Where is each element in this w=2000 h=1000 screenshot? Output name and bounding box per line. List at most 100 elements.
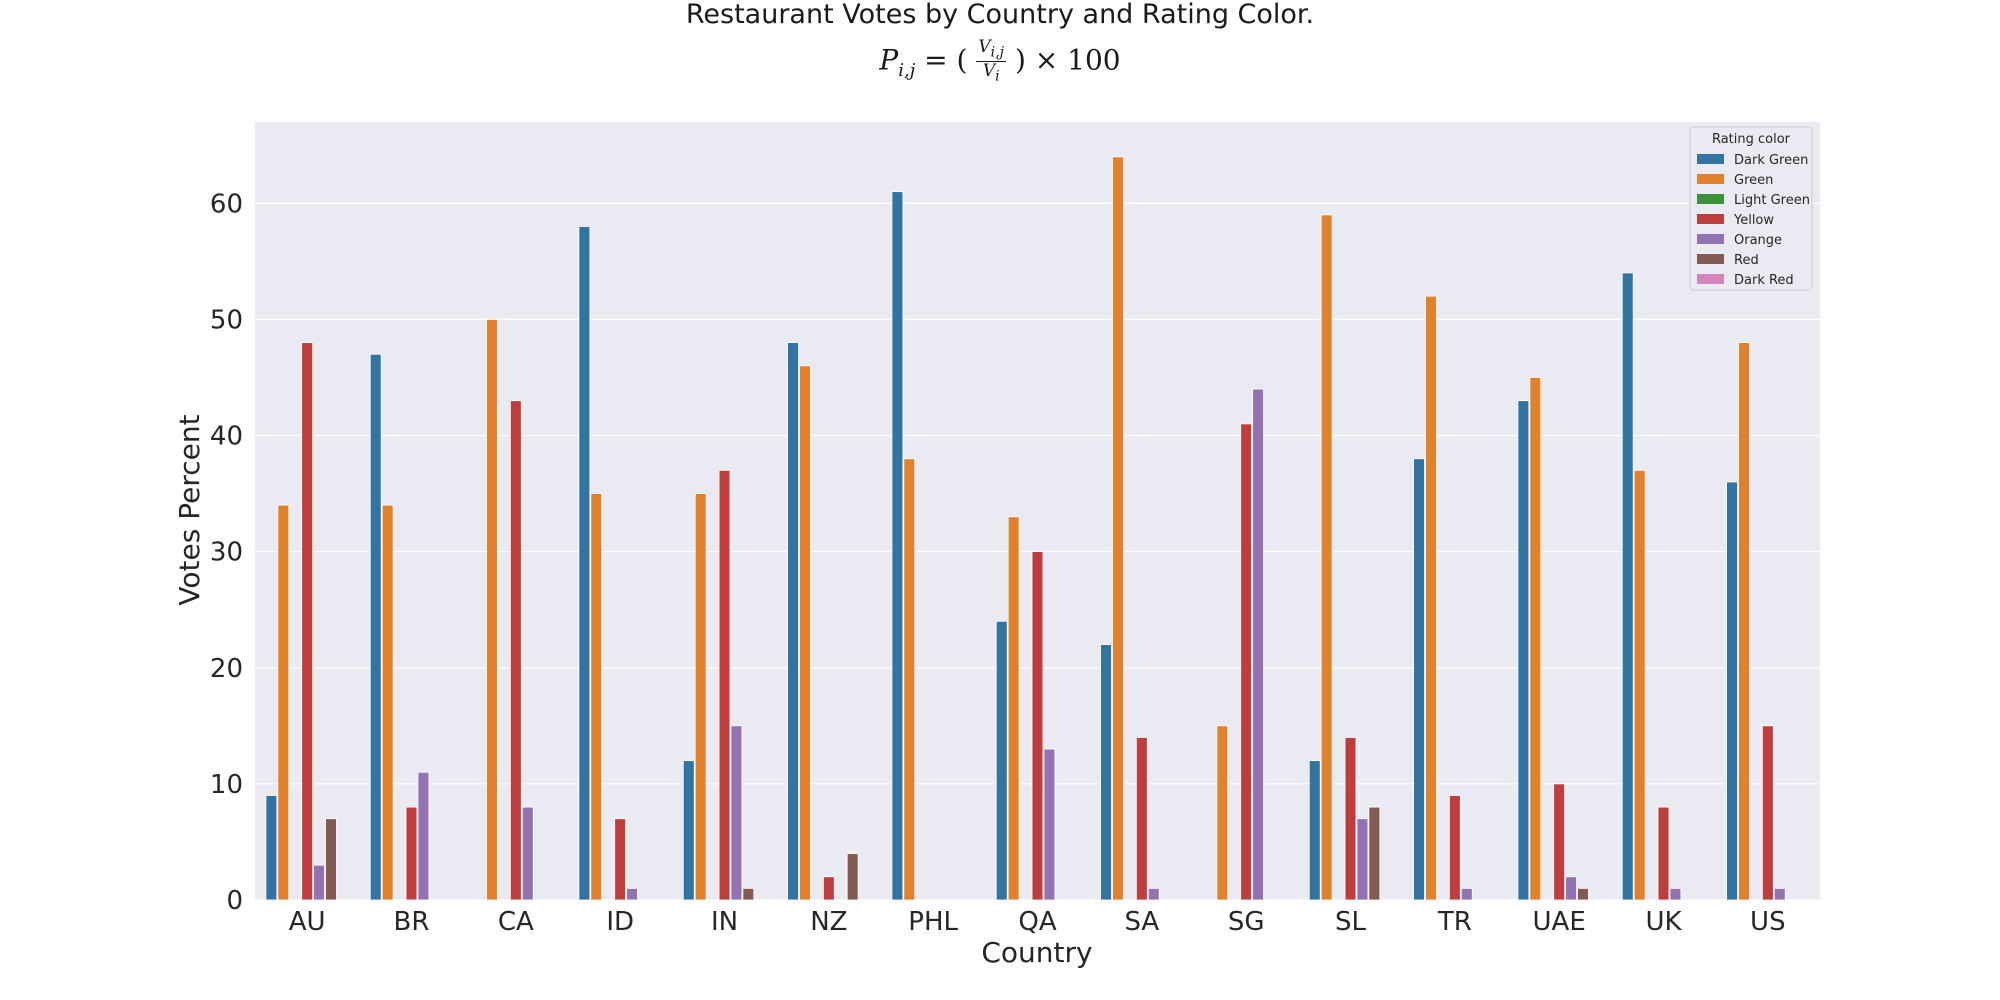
- bar-au-dark-green: [265, 795, 278, 901]
- bar-ca-orange: [521, 806, 534, 901]
- bar-qa-green: [1007, 516, 1020, 901]
- x-tick-label: SG: [1228, 907, 1265, 937]
- x-tick-label: UAE: [1533, 907, 1586, 937]
- x-tick-label: TR: [1437, 907, 1472, 937]
- x-tick-labels: AU BR CA ID IN NZ PHL QA SA SG SL TR UAE UK US: [289, 907, 1786, 937]
- bar-br-yellow: [405, 806, 418, 901]
- bar-qa-orange: [1043, 748, 1056, 901]
- x-tick-label: NZ: [810, 907, 847, 937]
- bar-qa-yellow: [1031, 551, 1044, 901]
- bar-id-yellow: [614, 818, 627, 901]
- y-axis-label: Votes Percent: [173, 414, 206, 605]
- chart-title: Restaurant Votes by Country and Rating C…: [685, 0, 1315, 30]
- x-tick-label: US: [1750, 907, 1786, 937]
- bar-in-green: [694, 493, 707, 901]
- bar-sa-green: [1112, 156, 1124, 901]
- bar-nz-green: [799, 365, 811, 901]
- bar-uae-yellow: [1553, 783, 1566, 901]
- bar-uae-red: [1577, 887, 1589, 901]
- legend-entry: Red: [1734, 253, 1759, 268]
- bar-uk-dark-green: [1621, 272, 1634, 901]
- legend-swatch: [1697, 234, 1724, 244]
- bar-nz-dark-green: [787, 342, 799, 901]
- bar-sl-dark-green: [1308, 760, 1321, 901]
- legend: Rating color Dark Green Green Light Green Y…: [1689, 126, 1813, 291]
- bar-uk-orange: [1669, 887, 1682, 901]
- bar-id-orange: [626, 887, 638, 901]
- bar-tr-dark-green: [1413, 458, 1425, 901]
- x-tick-label: CA: [498, 907, 534, 937]
- bar-us-yellow: [1761, 725, 1774, 901]
- bar-br-green: [381, 504, 394, 901]
- bar-us-green: [1738, 342, 1750, 901]
- bar-sl-green: [1320, 214, 1333, 901]
- bar-sa-dark-green: [1100, 644, 1112, 901]
- bar-in-red: [742, 887, 755, 901]
- bar-phl-green: [903, 458, 916, 901]
- bar-id-dark-green: [578, 226, 591, 901]
- y-tick-label: 40: [210, 422, 243, 452]
- bar-au-red: [325, 818, 337, 901]
- legend-entry: Light Green: [1734, 193, 1810, 208]
- bar-us-orange: [1773, 887, 1786, 901]
- bar-us-dark-green: [1726, 481, 1738, 901]
- y-tick-label: 30: [210, 538, 243, 568]
- bar-uk-yellow: [1657, 806, 1670, 901]
- bar-tr-green: [1425, 295, 1437, 901]
- bar-in-dark-green: [682, 760, 695, 901]
- bar-ca-green: [486, 319, 498, 901]
- bar-au-yellow: [301, 342, 314, 901]
- y-tick-label: 20: [210, 654, 243, 684]
- x-axis-label: Country: [981, 936, 1092, 969]
- x-tick-label: UK: [1645, 907, 1682, 937]
- legend-entry: Green: [1734, 173, 1773, 188]
- bar-uae-orange: [1565, 876, 1577, 901]
- bar-tr-orange: [1460, 887, 1473, 901]
- legend-entry: Dark Green: [1734, 153, 1808, 168]
- bar-nz-red: [846, 853, 859, 901]
- bar-sl-yellow: [1344, 737, 1357, 901]
- bar-in-orange: [730, 725, 743, 901]
- legend-entry: Yellow: [1733, 213, 1774, 228]
- bar-uae-green: [1529, 377, 1542, 901]
- bar-qa-dark-green: [995, 620, 1008, 901]
- legend-swatch: [1697, 214, 1724, 224]
- y-tick-label: 50: [210, 305, 243, 335]
- x-tick-label: IN: [711, 907, 738, 937]
- legend-swatch: [1697, 274, 1724, 284]
- legend-box: [1689, 126, 1813, 291]
- legend-swatch: [1697, 174, 1724, 184]
- bar-uk-green: [1633, 469, 1646, 901]
- bar-sa-orange: [1147, 887, 1160, 901]
- bars: [265, 156, 1786, 901]
- bar-sg-orange: [1252, 388, 1264, 901]
- bar-uae-dark-green: [1517, 400, 1530, 901]
- bar-au-green: [277, 504, 290, 901]
- bar-au-orange: [313, 864, 325, 901]
- bar-sl-orange: [1356, 818, 1369, 901]
- bar-sa-yellow: [1135, 737, 1148, 901]
- y-tick-labels: 0 10 20 30 40 50 60: [210, 189, 243, 916]
- bar-tr-yellow: [1448, 795, 1461, 901]
- y-tick-label: 60: [210, 189, 243, 219]
- legend-items: Dark Green Green Light Green Yellow Orange Re…: [1697, 153, 1810, 288]
- bar-br-orange: [417, 771, 430, 901]
- bar-nz-yellow: [822, 876, 835, 901]
- legend-swatch: [1697, 194, 1724, 204]
- y-tick-label: 0: [226, 886, 243, 916]
- x-tick-label: ID: [606, 907, 634, 937]
- legend-entry: Dark Red: [1734, 273, 1794, 288]
- bar-id-green: [590, 493, 603, 901]
- x-tick-label: BR: [394, 907, 430, 937]
- bar-sg-yellow: [1240, 423, 1253, 901]
- legend-title: Rating color: [1712, 132, 1791, 147]
- x-tick-label: AU: [289, 907, 326, 937]
- chart-formula: Pi,j = ( Vi,j Vi ) × 100: [879, 37, 1121, 85]
- bar-ca-yellow: [509, 400, 522, 901]
- bar-phl-dark-green: [891, 191, 904, 901]
- legend-swatch: [1697, 154, 1724, 164]
- x-tick-label: QA: [1018, 907, 1056, 937]
- bar-br-dark-green: [369, 353, 382, 901]
- bar-in-yellow: [718, 469, 731, 901]
